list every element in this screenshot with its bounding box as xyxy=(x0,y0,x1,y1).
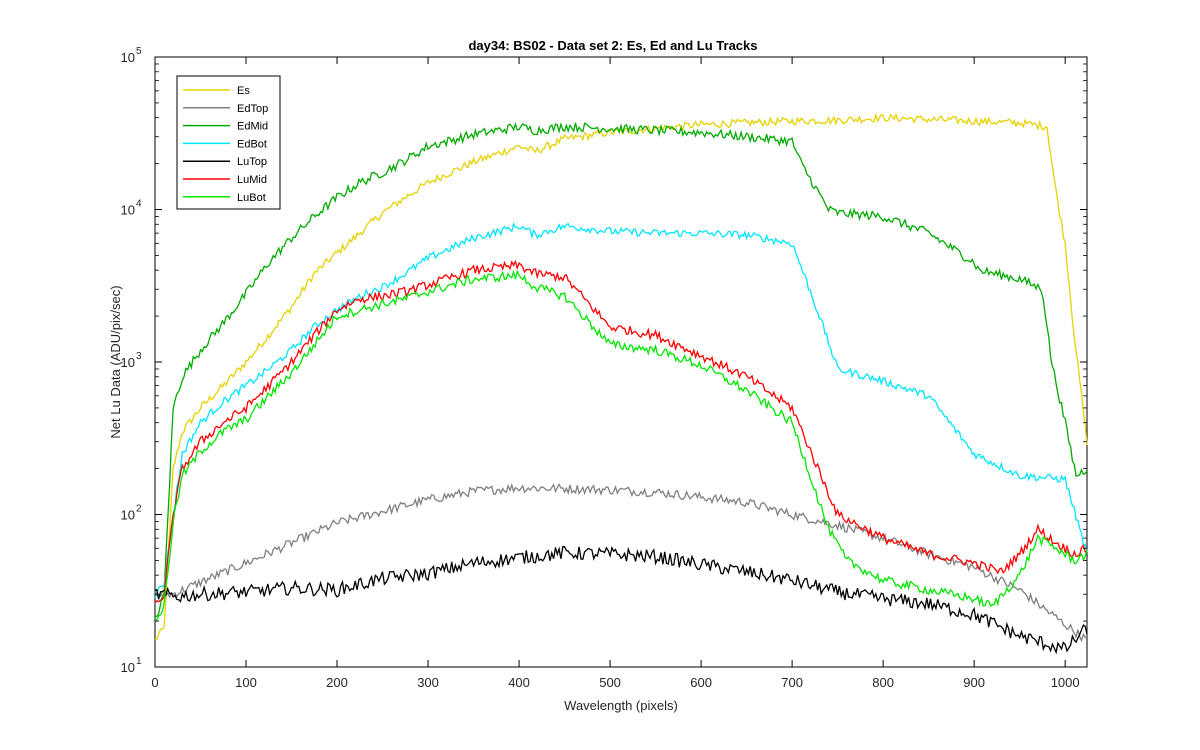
legend-label-edmid: EdMid xyxy=(237,121,268,133)
y-tick-label: 10 xyxy=(121,508,135,523)
legend-label-edbot: EdBot xyxy=(237,138,267,150)
series-line-lutop xyxy=(154,545,1088,655)
x-tick-label: 400 xyxy=(508,675,530,690)
x-tick-label: 500 xyxy=(599,675,621,690)
legend-label-es: Es xyxy=(237,85,250,97)
plot-area xyxy=(154,56,1088,668)
x-tick-label: 800 xyxy=(872,675,894,690)
legend: Es EdTop EdMid EdBot LuTop LuMid LuBot xyxy=(176,75,281,210)
legend-box xyxy=(176,75,281,210)
y-tick-exponent: 5 xyxy=(136,46,142,57)
series-line-es xyxy=(154,112,1088,640)
legend-label-lumid: LuMid xyxy=(237,174,267,186)
y-tick-label: 10 xyxy=(121,203,135,218)
y-tick-exponent: 3 xyxy=(136,351,142,362)
x-tick-label: 200 xyxy=(326,675,348,690)
y-tick-label: 10 xyxy=(121,355,135,370)
x-tick-label: 1000 xyxy=(1051,675,1080,690)
x-tick-label: 700 xyxy=(781,675,803,690)
x-tick-label: 900 xyxy=(963,675,985,690)
x-tick-label: 0 xyxy=(151,675,158,690)
chart-title: day34: BS02 - Data set 2: Es, Ed and Lu … xyxy=(468,38,757,53)
y-tick-exponent: 1 xyxy=(136,656,142,667)
x-tick-label: 600 xyxy=(690,675,712,690)
series-layer xyxy=(154,112,1088,655)
legend-label-lutop: LuTop xyxy=(237,156,267,168)
series-line-edbot xyxy=(154,222,1088,598)
legend-label-edtop: EdTop xyxy=(237,103,268,115)
x-tick-label: 100 xyxy=(235,675,257,690)
x-axis-label: Wavelength (pixels) xyxy=(564,698,678,713)
y-axis-label: Net Lu Data (ADU/pix/sec) xyxy=(108,285,123,438)
series-line-edtop xyxy=(154,482,1088,643)
legend-label-lubot: LuBot xyxy=(237,192,266,204)
series-line-lumid xyxy=(154,259,1088,604)
x-tick-label: 300 xyxy=(417,675,439,690)
y-tick-exponent: 2 xyxy=(136,504,142,515)
y-tick-label: 10 xyxy=(121,50,135,65)
series-line-edmid xyxy=(154,121,1088,618)
y-tick-exponent: 4 xyxy=(136,199,142,210)
y-tick-label: 10 xyxy=(121,660,135,675)
series-line-lubot xyxy=(154,269,1088,622)
